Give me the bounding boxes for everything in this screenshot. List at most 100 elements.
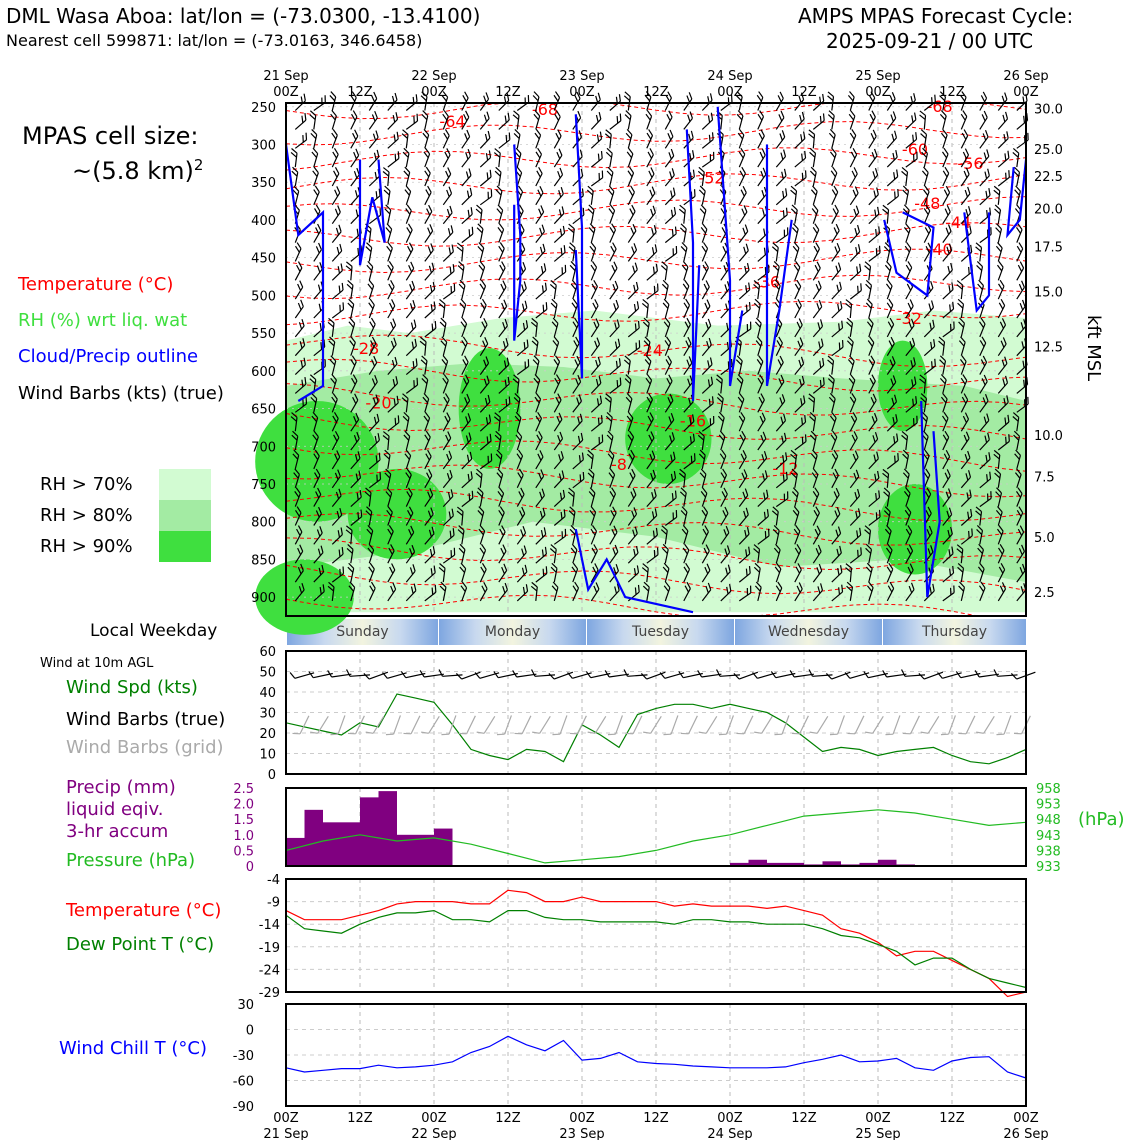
barb-shaft (627, 572, 639, 583)
wind-barb (886, 298, 894, 319)
barb-flag (500, 547, 505, 555)
barb-flag (759, 415, 764, 423)
barb-shaft (997, 588, 1007, 602)
wind-barb (960, 528, 973, 545)
surface-barb-grid (976, 716, 995, 734)
surface-barb-grid (552, 715, 568, 736)
barb-flag (297, 261, 303, 269)
barb-flag (832, 472, 838, 480)
barb-flag (652, 530, 655, 538)
wind-barb (516, 449, 524, 470)
barb-flag (394, 153, 397, 161)
barb-flag (524, 564, 528, 572)
barb-flag (746, 527, 750, 535)
barb-shaft (664, 155, 675, 168)
wind-barb (682, 543, 690, 564)
wind-barb (849, 224, 861, 243)
barb-flag (772, 242, 779, 248)
barb-flag (440, 340, 447, 347)
wind-barb (868, 451, 879, 470)
wind-barb (663, 581, 671, 602)
barb-shaft (572, 400, 582, 413)
barb-flag (345, 265, 353, 271)
wind-barb (627, 526, 638, 545)
barb-flag (370, 317, 376, 325)
barb-flag (617, 338, 621, 346)
barb-shaft (424, 172, 431, 187)
wind-barb (700, 487, 708, 507)
barb-shaft (627, 591, 640, 602)
barb-shaft (461, 568, 467, 583)
wind-barb (664, 148, 675, 168)
barb-flag (946, 205, 951, 213)
barb-shaft (479, 473, 483, 488)
barb-shaft (331, 673, 352, 678)
barb-shaft (646, 476, 656, 489)
barb-flag (610, 510, 615, 517)
barb-flag (322, 584, 325, 592)
barb-flag (652, 266, 655, 274)
barb-flag (313, 430, 319, 438)
wind-barb (942, 469, 951, 489)
barb-flag (673, 206, 677, 215)
barb-flag (836, 242, 841, 251)
barb-shaft (1016, 229, 1023, 243)
barb-flag (412, 564, 416, 572)
wind-barb (495, 449, 503, 470)
wind-barb (775, 207, 788, 225)
wind-barb (608, 204, 616, 224)
barb-flag (739, 128, 745, 136)
wind-barb (291, 166, 299, 187)
wind-barb (720, 506, 729, 526)
wind-barb (682, 279, 690, 300)
barb-flag (312, 411, 319, 419)
barb-shaft (331, 399, 338, 413)
wind-barb (516, 359, 530, 376)
barb-shaft (997, 492, 1003, 507)
barb-shaft (368, 511, 373, 526)
barb-shaft (757, 135, 765, 149)
barb-flag (554, 91, 561, 98)
barb-flag (890, 114, 894, 122)
barb-flag (506, 93, 510, 101)
barb-flag (539, 227, 543, 235)
barb-flag (885, 283, 892, 291)
barb-flag (347, 566, 354, 573)
wind-barb (868, 412, 878, 432)
barb-flag (371, 95, 376, 103)
wind-barb (404, 185, 412, 205)
barb-shaft (590, 441, 603, 451)
barb-shaft (479, 209, 483, 224)
precip-label-3: 3-hr accum (66, 821, 169, 842)
barb-flag (407, 245, 412, 253)
barb-shaft (831, 288, 842, 300)
wind-barb (623, 91, 631, 111)
barb-flag (857, 508, 861, 516)
wind-barb (849, 547, 862, 564)
barb-shaft (831, 513, 841, 526)
wind-barb (457, 261, 465, 281)
barb-shaft (461, 511, 464, 526)
barb-shaft (609, 398, 612, 413)
barb-flag (486, 172, 489, 180)
wind-barb (366, 524, 374, 545)
barb-flag (431, 587, 434, 595)
barb-flag (354, 129, 359, 137)
barb-shaft (331, 211, 341, 225)
barb-shaft (979, 568, 985, 583)
barb-flag (813, 245, 819, 253)
wind-barb (405, 564, 416, 583)
barb-flag (488, 414, 492, 422)
barb-flag (404, 189, 410, 196)
barb-flag (539, 491, 543, 499)
barb-flag (770, 671, 777, 679)
barb-flag (500, 283, 505, 291)
barb-flag (514, 129, 521, 135)
barb-shaft (461, 419, 471, 432)
barb-shaft (461, 439, 472, 451)
surface-barb-grid (330, 715, 346, 736)
surface-barb-grid (569, 715, 587, 735)
barb-shaft (331, 360, 337, 375)
barb-flag (853, 472, 857, 481)
wind-barb (828, 128, 836, 149)
